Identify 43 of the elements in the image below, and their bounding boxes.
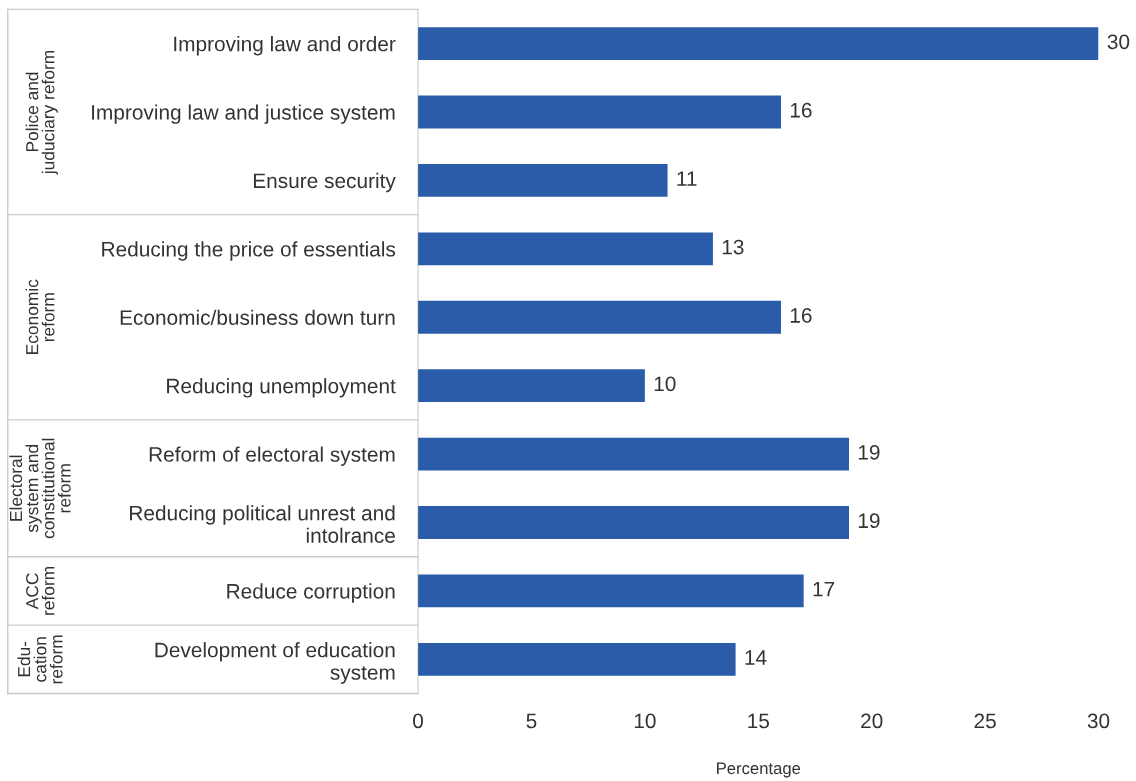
- text: ACC reform: [26, 566, 55, 615]
- y-tick-label: Reducing unemployment: [167, 378, 396, 398]
- x-tick-label: 5: [526, 713, 537, 729]
- bar: [418, 506, 850, 539]
- x-tick-label: 15: [748, 713, 769, 729]
- bar: [418, 232, 713, 266]
- y-tick-label: Improving law and order: [174, 36, 396, 56]
- bar: [418, 642, 736, 676]
- y-tick-label: Ensure security: [253, 172, 396, 193]
- y-tick-label: Economic/business down turn: [120, 309, 395, 325]
- data-label: 10: [654, 376, 676, 392]
- x-tick-label: 10: [634, 713, 656, 729]
- y-tick-label: Development of education system: [155, 642, 395, 684]
- text: Police and juduciary reform: [25, 50, 58, 175]
- text: Edu- cation reform: [17, 635, 63, 684]
- y-tick-label: Reform of electoral system: [149, 446, 395, 466]
- data-label: 16: [790, 308, 812, 323]
- x-tick-label: 20: [861, 713, 883, 729]
- data-label: 16: [790, 102, 812, 118]
- bar: [418, 300, 781, 334]
- y-tick-label: Reducing the price of essentials: [102, 241, 396, 261]
- bar: [418, 163, 668, 197]
- bar: [418, 437, 850, 471]
- text: Economic reform: [25, 279, 55, 354]
- bar: [418, 95, 781, 129]
- y-tick-label: Reducing political unrest and intolrance: [130, 505, 395, 543]
- data-label: 19: [858, 444, 880, 460]
- x-tick-label: 30: [1087, 713, 1110, 729]
- data-label: 17: [813, 581, 835, 597]
- bar: [418, 369, 645, 403]
- x-tick-label: 0: [413, 713, 424, 729]
- x-axis-title: Percentage: [717, 762, 801, 778]
- y-tick-label: Reduce corruption: [227, 583, 395, 603]
- x-tick-label: 25: [974, 713, 996, 729]
- bar: [418, 574, 804, 608]
- data-label: 13: [722, 239, 744, 255]
- bar: [418, 27, 1099, 60]
- data-label: 14: [745, 650, 767, 665]
- y-tick-label: Improving law and justice system: [92, 104, 395, 124]
- text: Electoral system and constitutional reform: [9, 438, 71, 539]
- data-label: 30: [1107, 34, 1130, 50]
- data-label: 11: [677, 171, 697, 186]
- data-label: 19: [858, 513, 880, 529]
